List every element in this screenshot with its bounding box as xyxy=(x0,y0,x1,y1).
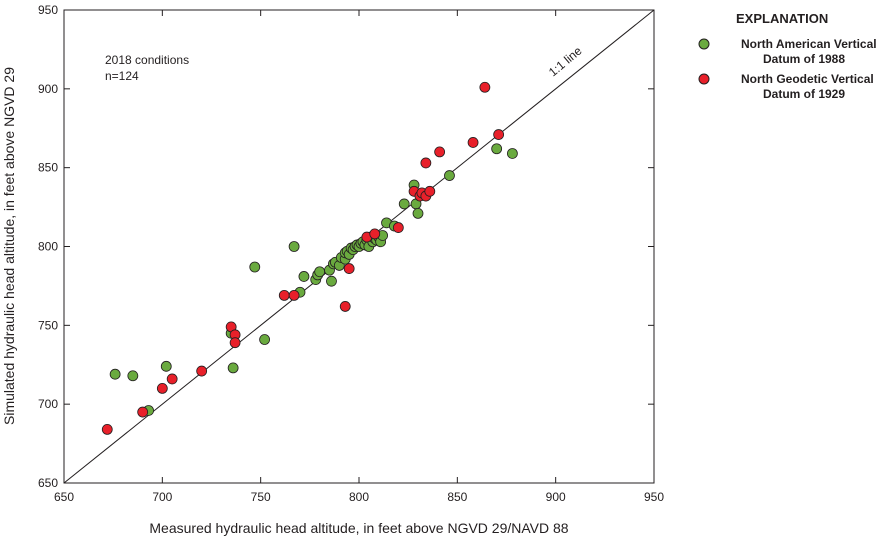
data-point-ngvd29 xyxy=(479,81,491,93)
x-tick-label: 750 xyxy=(251,490,271,504)
annotation-n: n=124 xyxy=(105,69,139,83)
legend: EXPLANATION North American Vertical Datu… xyxy=(698,11,877,101)
data-point-ngvd29 xyxy=(343,263,355,274)
annotation-one-to-one: 1:1 line xyxy=(546,43,585,79)
data-point-navd88 xyxy=(227,362,239,374)
data-point-navd88 xyxy=(298,271,310,282)
x-tick-label: 800 xyxy=(349,490,369,504)
data-point-navd88 xyxy=(444,170,455,181)
data-point-navd88 xyxy=(109,368,121,380)
y-axis: 650 700 750 800 850 900 950 xyxy=(38,3,654,490)
x-tick-label: 650 xyxy=(54,490,74,504)
data-point-ngvd29 xyxy=(467,137,479,148)
x-tick-label: 900 xyxy=(546,490,566,504)
data-point-navd88 xyxy=(160,360,172,372)
y-tick-label: 650 xyxy=(38,476,58,490)
data-point-navd88 xyxy=(507,148,518,159)
data-point-navd88 xyxy=(127,370,139,382)
y-tick-label: 850 xyxy=(38,161,58,175)
legend-marker-ngvd29 xyxy=(698,73,710,85)
data-point-navd88 xyxy=(491,143,503,155)
data-point-ngvd29 xyxy=(369,228,381,240)
data-point-ngvd29 xyxy=(278,289,290,301)
data-point-ngvd29 xyxy=(339,301,351,312)
data-point-navd88 xyxy=(412,207,424,219)
data-point-navd88 xyxy=(259,334,271,345)
data-points xyxy=(101,81,518,435)
data-point-navd88 xyxy=(314,266,326,278)
legend-label-ngvd29-line2: Datum of 1929 xyxy=(763,87,845,101)
annotation-conditions: 2018 conditions xyxy=(105,53,189,67)
y-tick-label: 750 xyxy=(38,318,58,332)
data-point-ngvd29 xyxy=(196,365,208,377)
x-axis: 650 700 750 800 850 900 950 xyxy=(54,10,664,504)
data-point-navd88 xyxy=(326,275,337,287)
data-point-ngvd29 xyxy=(420,157,432,169)
y-tick-label: 800 xyxy=(38,240,58,254)
x-tick-label: 850 xyxy=(447,490,467,504)
legend-label-navd88-line1: North American Vertical xyxy=(741,37,877,51)
y-tick-label: 950 xyxy=(38,3,58,17)
data-point-navd88 xyxy=(288,241,300,252)
legend-label-ngvd29-line1: North Geodetic Vertical xyxy=(741,72,874,86)
y-tick-label: 700 xyxy=(38,397,58,411)
x-tick-label: 700 xyxy=(152,490,172,504)
data-point-ngvd29 xyxy=(229,337,241,349)
data-point-ngvd29 xyxy=(137,406,149,418)
data-point-ngvd29 xyxy=(424,185,436,197)
data-point-ngvd29 xyxy=(166,373,178,385)
data-point-ngvd29 xyxy=(156,382,168,394)
data-point-ngvd29 xyxy=(101,423,113,435)
legend-label-navd88-line2: Datum of 1988 xyxy=(763,52,845,66)
data-point-ngvd29 xyxy=(392,222,404,233)
data-point-navd88 xyxy=(398,198,410,210)
data-point-ngvd29 xyxy=(493,129,505,140)
data-point-ngvd29 xyxy=(434,146,446,158)
legend-marker-navd88 xyxy=(698,38,710,50)
data-point-navd88 xyxy=(249,261,261,273)
legend-title: EXPLANATION xyxy=(736,11,828,26)
x-tick-label: 950 xyxy=(644,490,664,504)
y-tick-label: 900 xyxy=(38,82,58,96)
x-axis-title: Measured hydraulic head altitude, in fee… xyxy=(149,520,568,536)
data-point-ngvd29 xyxy=(288,289,300,301)
y-axis-title: Simulated hydraulic head altitude, in fe… xyxy=(1,67,17,425)
